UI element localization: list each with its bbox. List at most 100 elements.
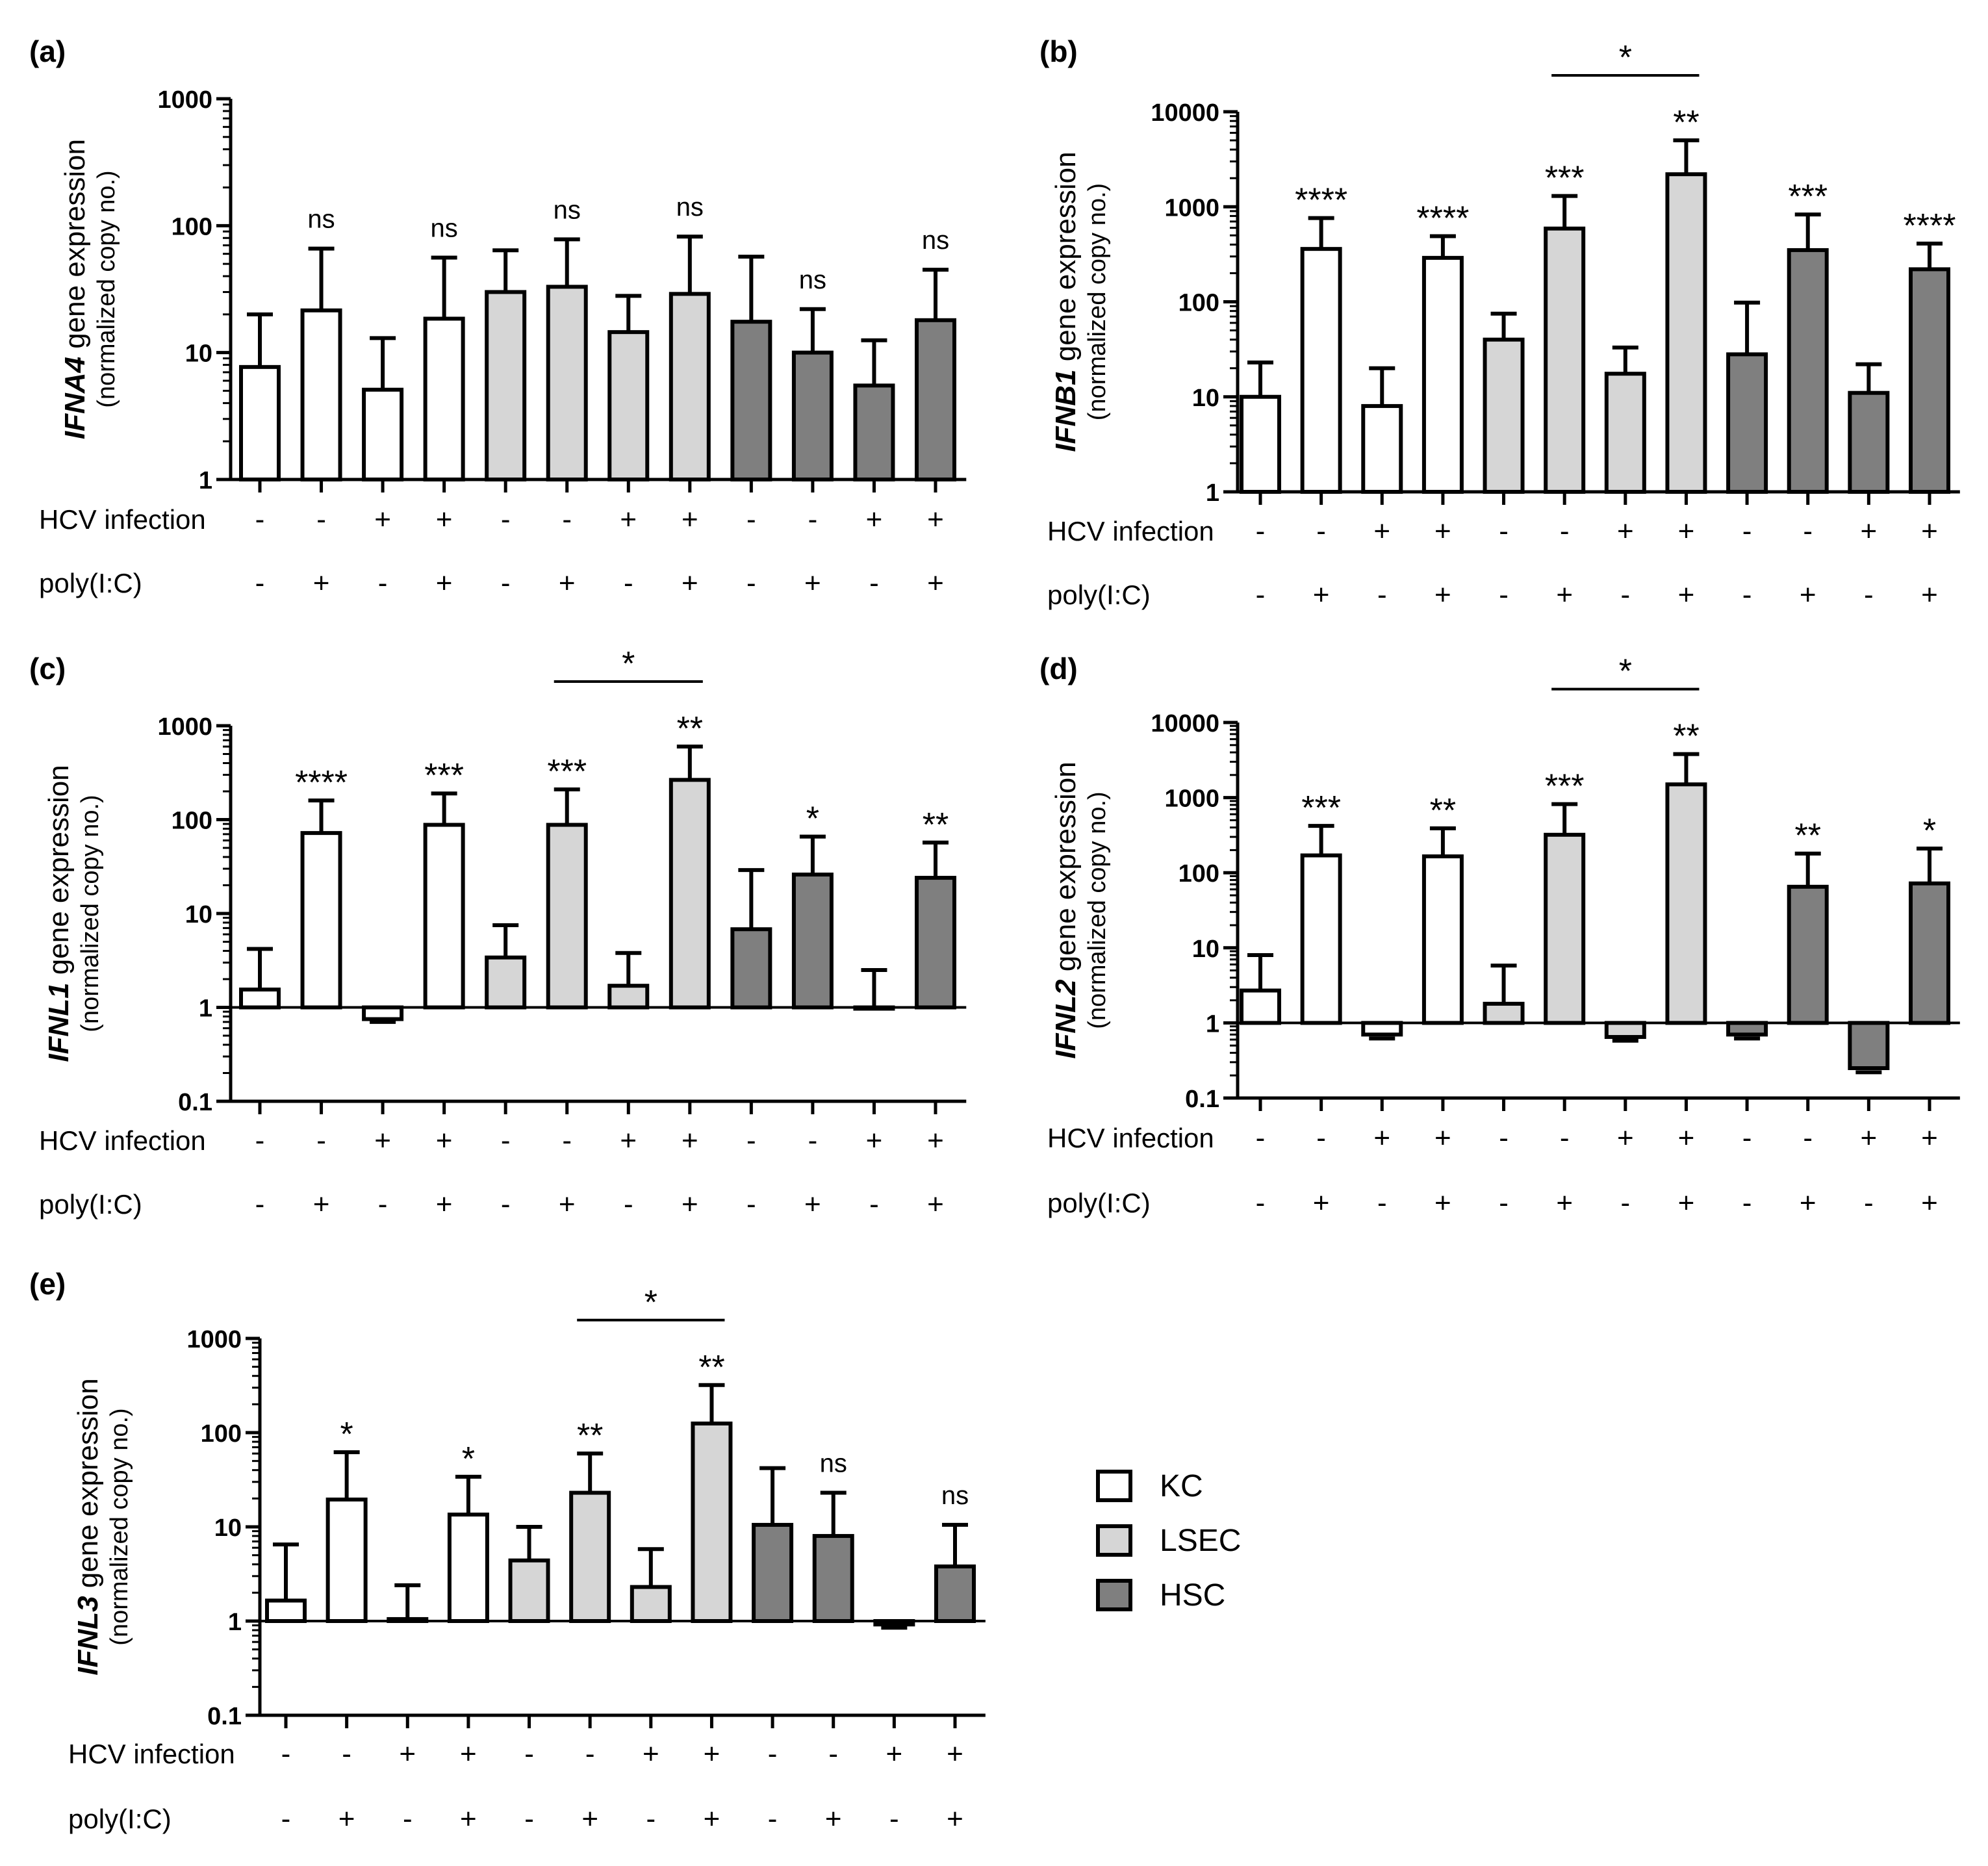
legend-swatch-kc [1096,1470,1132,1502]
panel-label: (d) [1039,652,1078,685]
y-axis-gene: IFNB1 [1050,370,1082,452]
hcv-sign: + [1373,515,1390,547]
bar [934,1564,976,1624]
polyic-sign: + [1434,579,1451,611]
hcv-sign: - [1803,515,1813,547]
legend-label-kc: KC [1160,1469,1203,1503]
bar [485,955,527,1010]
polyic-sign: + [704,1803,720,1835]
panel-label: (b) [1039,34,1078,68]
y-axis-suffix: gene expression [1050,151,1082,369]
y-axis-suffix: gene expression [59,139,91,357]
bar [1421,255,1464,494]
y-tick-label: 10000 [1151,99,1219,127]
hcv-sign: - [746,504,756,535]
y-axis-suffix: gene expression [72,1378,104,1596]
polyic-sign: + [1313,1187,1330,1219]
y-axis-sublabel: (normalized copy no.) [77,795,104,1032]
polyic-sign: + [313,1188,330,1220]
row-label-hcv: HCV infection [1047,1123,1214,1153]
bar [1909,881,1950,1025]
polyic-sign: - [378,567,388,599]
polyic-sign: + [436,567,453,599]
hcv-sign: - [1256,515,1266,547]
polyic-sign: + [804,1188,821,1220]
hcv-sign: - [746,1125,756,1157]
bar [265,1598,307,1624]
hcv-sign: - [1560,515,1570,547]
bar [752,1522,794,1623]
hcv-sign: - [524,1738,534,1770]
y-tick-label: 100 [172,808,212,835]
significance-label: ** [677,710,703,748]
y-axis-gene: IFNL3 [72,1596,104,1675]
y-tick-label: 10 [1192,936,1219,963]
bar [873,1619,915,1627]
hcv-sign: + [1617,515,1634,547]
bar [607,984,650,1010]
polyic-sign: - [1742,1187,1752,1219]
polyic-sign: - [624,567,633,599]
bar [812,1534,854,1624]
hcv-sign: - [342,1738,351,1770]
polyic-sign: - [624,1188,633,1220]
hcv-sign: - [281,1738,291,1770]
polyic-sign: + [1678,1187,1695,1219]
significance-label: ns [431,214,458,243]
hcv-sign: - [501,1125,511,1157]
bar [387,1617,429,1623]
y-axis-label: IFNL3 gene expression [72,1378,104,1675]
hcv-sign: - [1560,1122,1570,1154]
panel-label: (a) [29,34,66,68]
hcv-sign: - [585,1738,595,1770]
bar [485,290,527,481]
y-axis-label: IFNA4 gene expression [59,139,91,439]
y-tick-label: 100 [1179,290,1219,317]
hcv-sign: + [436,1125,453,1157]
y-axis-label: IFNB1 gene expression [1050,151,1082,452]
hcv-sign: - [1742,515,1752,547]
row-label-hcv: HCV infection [68,1739,235,1769]
row-label-polyic: poly(I:C) [1047,580,1151,610]
significance-label: ns [820,1450,847,1478]
hcv-sign: + [682,504,698,535]
hcv-sign: + [1678,1122,1695,1154]
bar [362,1005,404,1021]
bar [239,364,281,481]
bracket-label: * [644,1284,657,1322]
hcv-sign: - [1742,1122,1752,1154]
y-tick-label: 10 [185,340,212,368]
legend-label-hsc: HSC [1160,1578,1225,1613]
bar [1483,337,1525,494]
bar [423,823,465,1010]
hcv-sign: + [1921,1122,1938,1154]
panel-b: (b) 1 10 100 1000 10000 IFNB1 gene expression(… [1039,34,1960,611]
polyic-sign: - [524,1803,534,1835]
hcv-sign: + [927,504,944,535]
hcv-sign: + [436,504,453,535]
hcv-sign: + [1678,515,1695,547]
hcv-sign: + [460,1738,477,1770]
bar [1544,226,1586,494]
legend-swatch-lsec [1096,1524,1132,1557]
panel-e: (e) 0.1 1 10 100 1000 IFNL3 gene expression (no… [29,1267,986,1835]
polyic-sign: + [559,1188,576,1220]
y-tick-label: 1000 [186,1326,242,1353]
significance-label: ** [1673,104,1699,142]
significance-label: ** [1794,817,1820,855]
polyic-sign: - [378,1188,388,1220]
y-axis-label: IFNL2 gene expression [1050,761,1082,1058]
significance-label: *** [1301,789,1341,827]
y-tick-label: 1000 [157,86,212,114]
polyic-sign: + [1800,1187,1816,1219]
hcv-sign: - [828,1738,838,1770]
significance-label: **** [1904,207,1956,245]
significance-label: *** [1545,768,1585,806]
y-axis-sublabel: (normalized copy no.) [106,1408,133,1645]
row-label-hcv: HCV infection [39,1125,206,1156]
polyic-sign: - [403,1803,413,1835]
polyic-sign: - [1499,1187,1509,1219]
significance-label: ns [922,226,949,255]
polyic-sign: - [1742,579,1752,611]
significance-label: * [462,1440,475,1478]
